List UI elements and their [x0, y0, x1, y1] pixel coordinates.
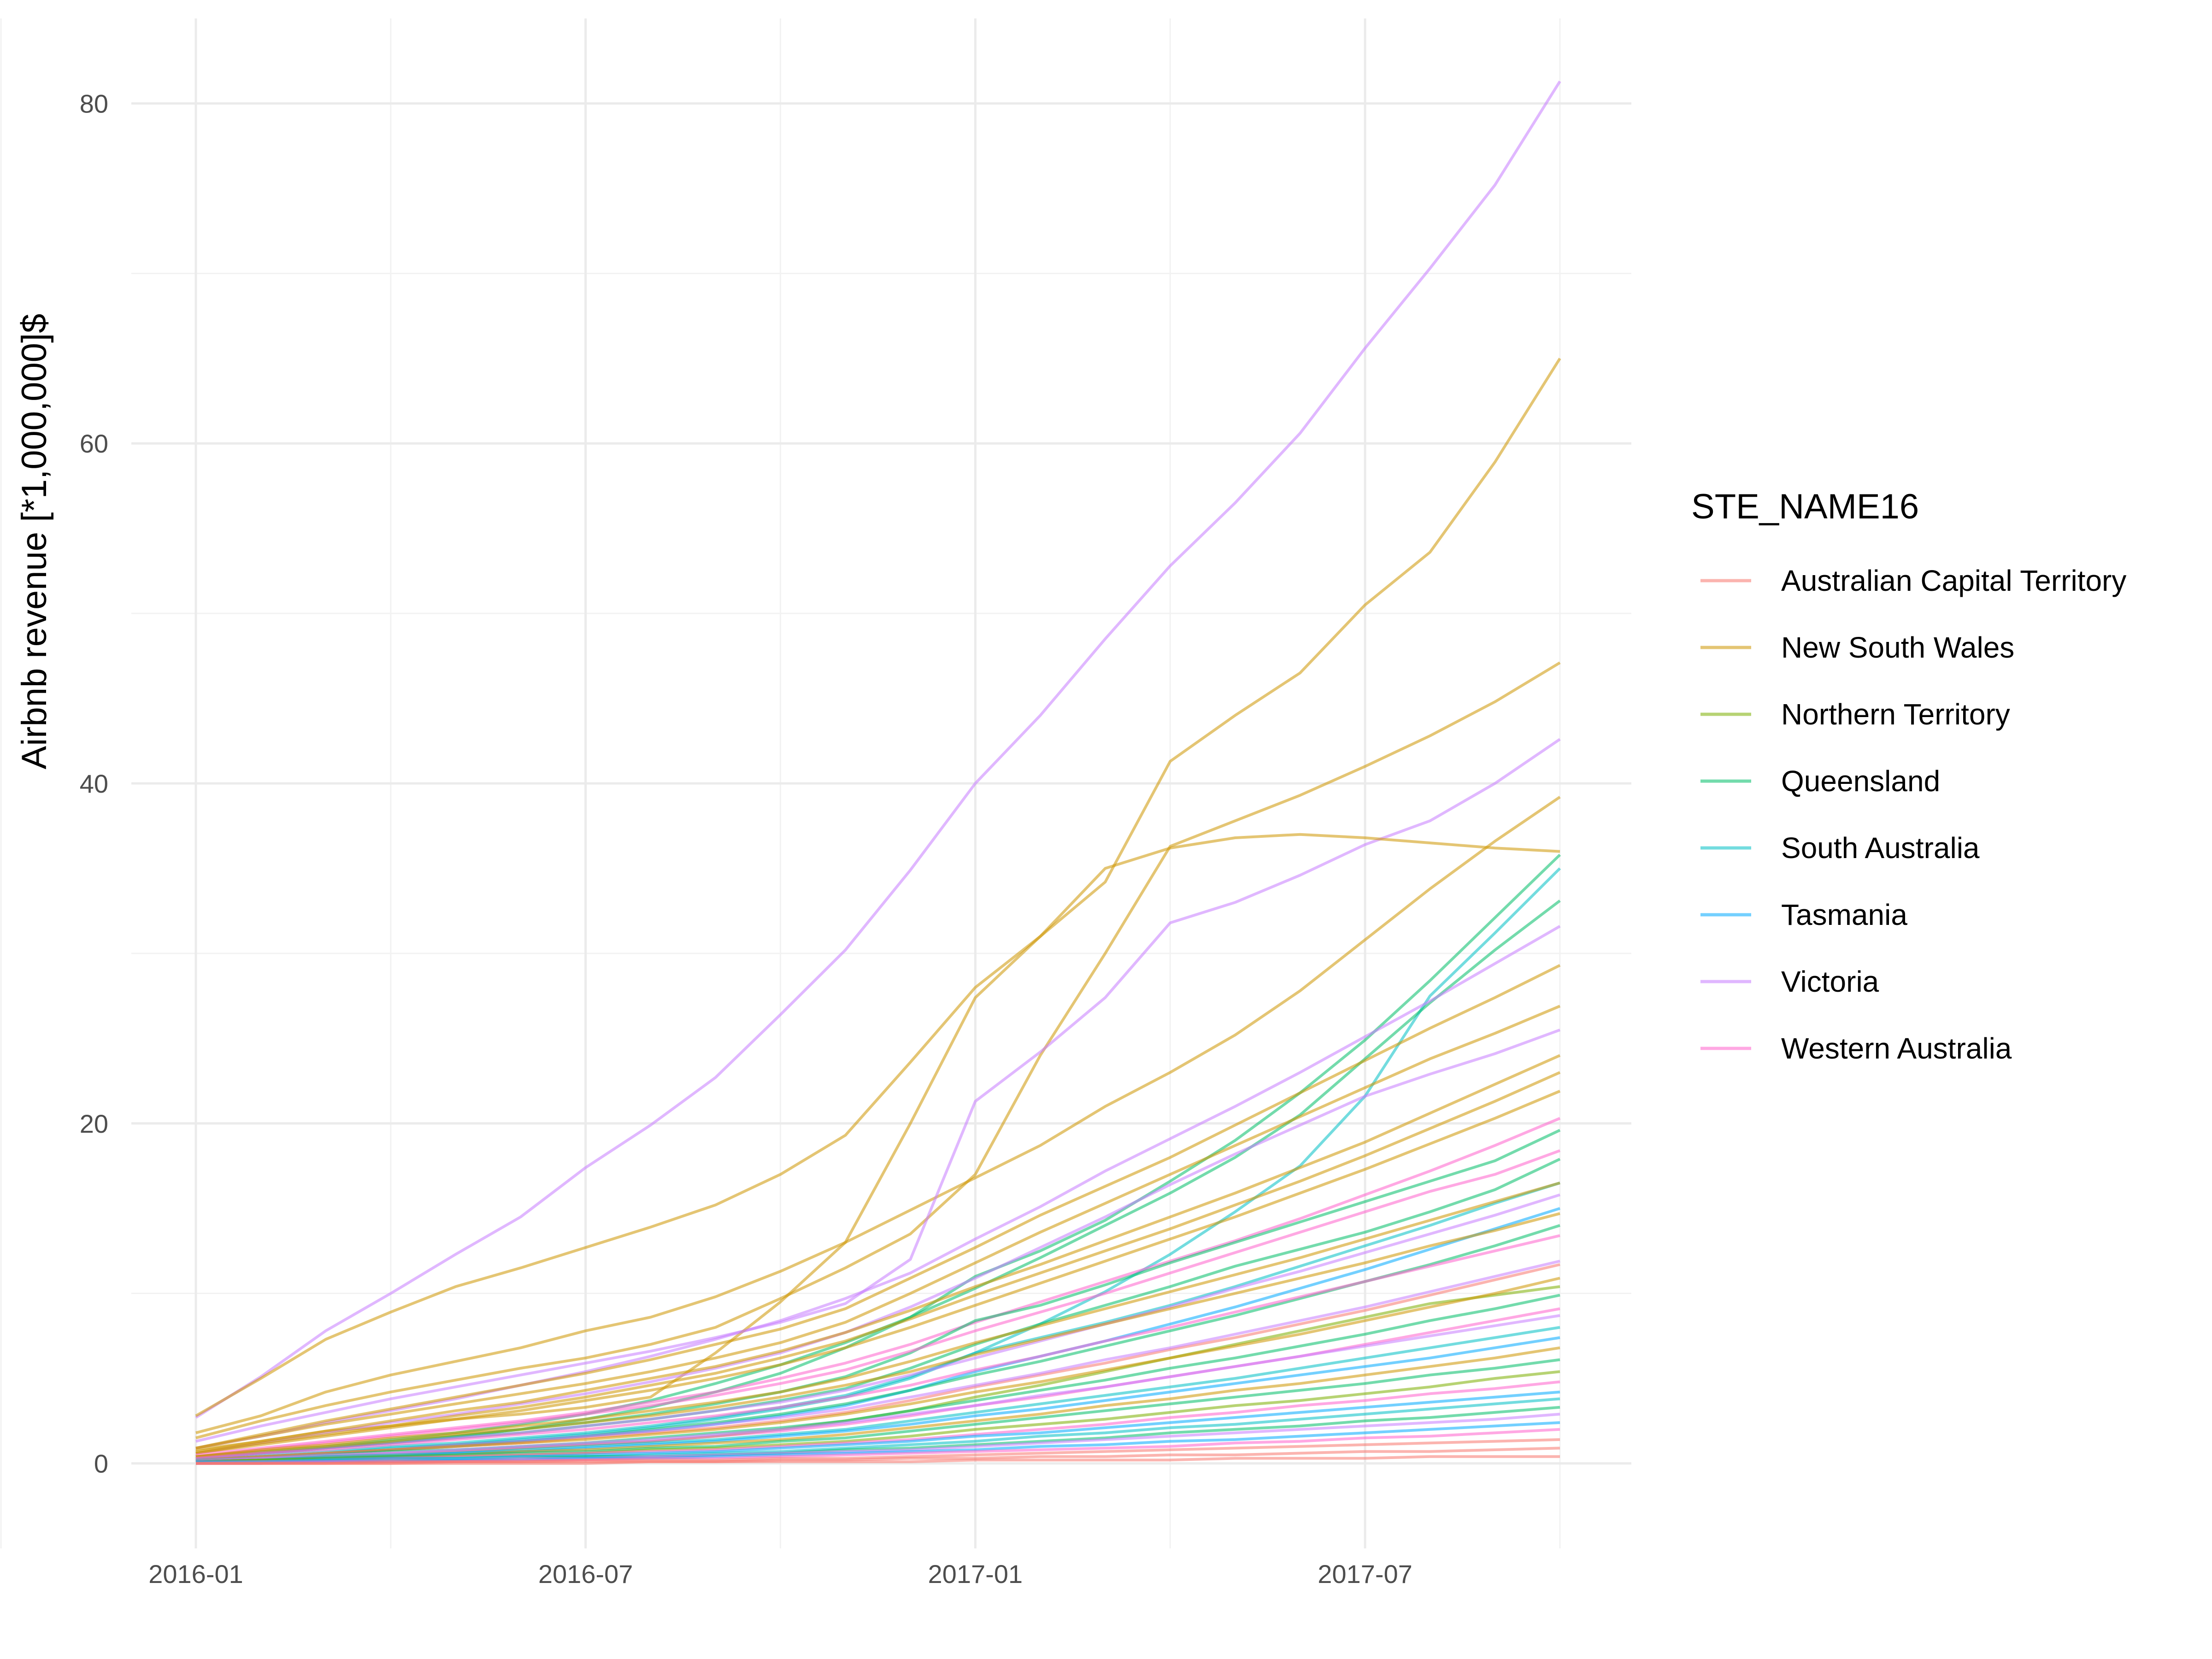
x-tick-label: 2017-07 — [1318, 1559, 1412, 1588]
x-tick-label: 2016-01 — [148, 1559, 243, 1588]
legend-label: South Australia — [1781, 831, 1980, 865]
series-line — [195, 1277, 1560, 1462]
series-line — [195, 1054, 1561, 1453]
x-tick-label: 2017-01 — [928, 1559, 1023, 1588]
y-tick-label: 40 — [80, 769, 108, 798]
legend-title: STE_NAME16 — [1691, 487, 1919, 526]
series-line — [195, 1071, 1561, 1455]
legend-label: Queensland — [1781, 765, 1940, 798]
series-line — [195, 796, 1561, 1435]
series-line — [195, 80, 1561, 1419]
y-tick-label: 20 — [80, 1109, 108, 1138]
series-lines — [195, 80, 1561, 1465]
series-line — [195, 1149, 1561, 1458]
series-line — [195, 925, 1561, 1450]
legend-label: Tasmania — [1781, 898, 1907, 931]
y-axis-tick-labels: 0 20 40 60 80 — [80, 89, 108, 1478]
series-line — [196, 1455, 1560, 1465]
y-tick-label: 80 — [80, 89, 108, 118]
y-tick-label: 0 — [94, 1449, 108, 1478]
legend: STE_NAME16 Australian Capital Territory N… — [1691, 487, 2126, 1065]
series-line — [195, 661, 1561, 1440]
series-line — [195, 1212, 1560, 1458]
series-line — [195, 1182, 1560, 1458]
y-tick-label: 60 — [80, 429, 108, 458]
series-line — [195, 964, 1561, 1450]
legend-label: New South Wales — [1781, 631, 2014, 664]
legend-label: Australian Capital Territory — [1781, 564, 2126, 597]
series-line — [195, 358, 1561, 1417]
series-line — [195, 1234, 1560, 1460]
x-axis-tick-labels: 2016-01 2016-07 2017-01 2017-07 — [148, 1559, 1412, 1588]
series-line — [195, 1089, 1561, 1455]
legend-label: Northern Territory — [1781, 698, 2010, 731]
series-line — [195, 1182, 1560, 1460]
legend-label: Victoria — [1781, 965, 1879, 998]
y-axis-title: Airbnb revenue [*1,000,000]$ — [15, 314, 54, 770]
series-line — [195, 738, 1561, 1443]
series-line — [195, 1005, 1561, 1450]
series-line — [195, 1029, 1561, 1455]
series-line — [195, 1358, 1560, 1463]
series-line — [195, 1117, 1561, 1457]
series-line — [195, 1193, 1560, 1460]
series-line — [195, 833, 1560, 1451]
series-line — [195, 1314, 1560, 1462]
legend-label: Western Australia — [1781, 1032, 2012, 1065]
legend-items: Australian Capital Territory New South Wa… — [1700, 564, 2126, 1065]
x-tick-label: 2016-07 — [538, 1559, 633, 1588]
